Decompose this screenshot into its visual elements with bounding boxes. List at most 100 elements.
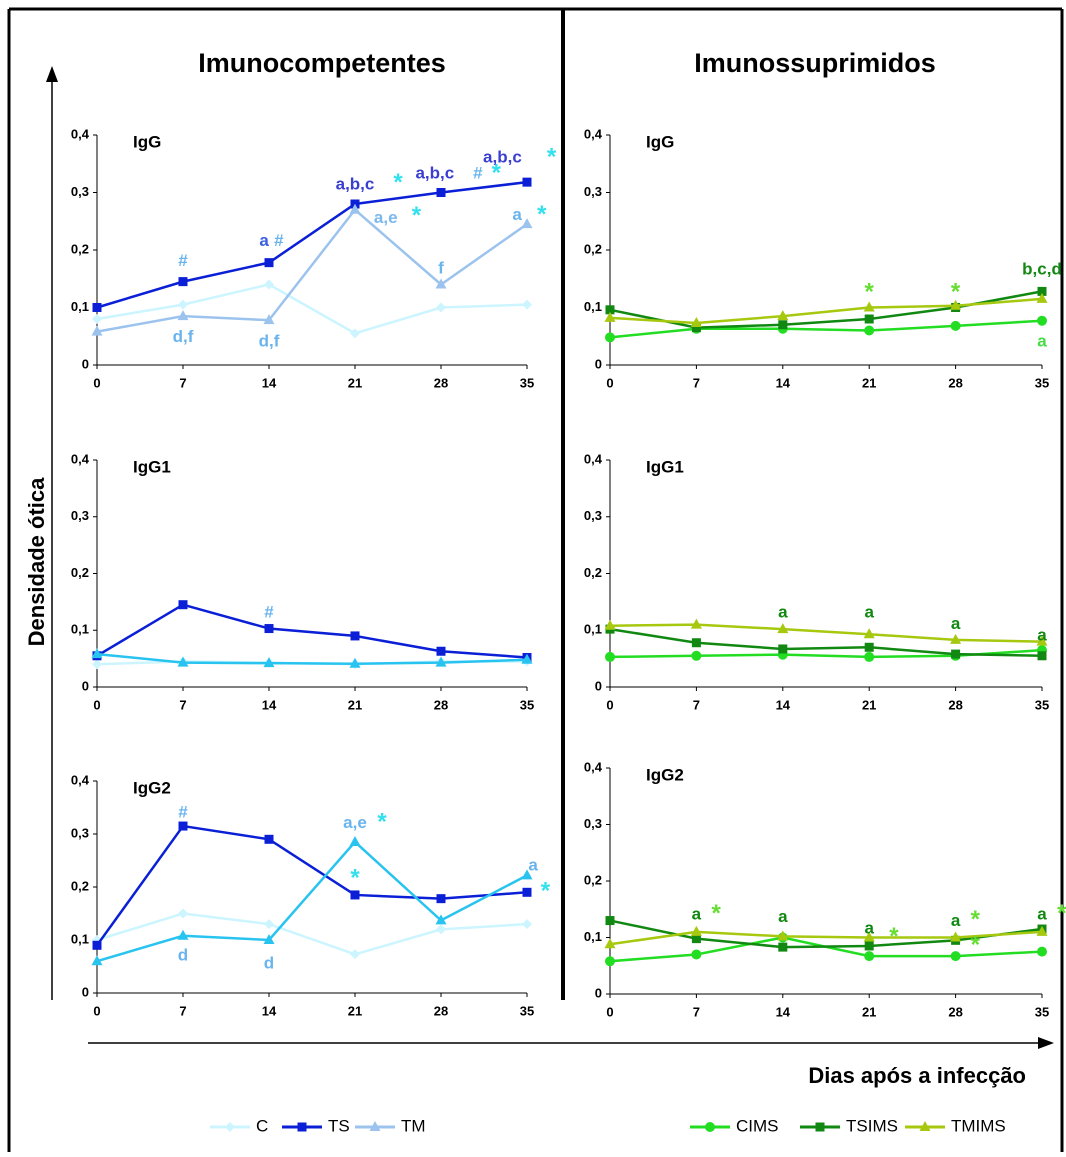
marker bbox=[264, 258, 274, 268]
marker bbox=[436, 646, 446, 656]
y-tick-label: 0 bbox=[595, 356, 602, 371]
y-tick-label: 0 bbox=[82, 678, 89, 693]
marker bbox=[864, 951, 875, 962]
annotation: * bbox=[971, 931, 981, 958]
y-tick-label: 0,4 bbox=[584, 759, 603, 774]
marker bbox=[92, 314, 102, 324]
marker bbox=[1037, 315, 1047, 326]
y-tick-label: 0,3 bbox=[71, 825, 89, 840]
marker bbox=[264, 834, 274, 844]
x-tick-label: 0 bbox=[93, 697, 100, 712]
marker bbox=[950, 931, 962, 942]
marker bbox=[436, 924, 446, 935]
annotation: a,b,c bbox=[483, 147, 522, 166]
x-tick-label: 35 bbox=[1035, 697, 1049, 712]
marker bbox=[435, 656, 447, 667]
annotation: * bbox=[350, 864, 360, 891]
x-tick-label: 14 bbox=[262, 1003, 277, 1018]
marker bbox=[178, 277, 188, 287]
x-tick-label: 14 bbox=[776, 697, 791, 712]
y-tick-label: 0,4 bbox=[71, 451, 90, 466]
annotation: a bbox=[1037, 904, 1047, 923]
series-line bbox=[609, 919, 1043, 949]
y-tick-label: 0,3 bbox=[71, 508, 89, 523]
marker bbox=[1036, 925, 1048, 936]
annotation: # bbox=[274, 231, 284, 250]
x-tick-label: 28 bbox=[948, 697, 962, 712]
legend-label: TSIMS bbox=[846, 1116, 898, 1135]
annotation: * bbox=[377, 809, 387, 836]
marker bbox=[92, 659, 102, 670]
marker bbox=[521, 653, 533, 664]
annotation: a,e bbox=[374, 208, 398, 227]
y-tick-label: 0,4 bbox=[584, 126, 603, 141]
marker bbox=[691, 949, 702, 960]
series-line bbox=[96, 912, 528, 956]
annotation: * bbox=[393, 169, 403, 196]
marker bbox=[690, 317, 702, 328]
panel-title: IgG bbox=[646, 132, 674, 151]
x-tick-label: 21 bbox=[862, 697, 876, 712]
annotation: a bbox=[951, 614, 961, 633]
marker bbox=[91, 955, 103, 966]
annotation: * bbox=[492, 159, 502, 186]
annotation: a bbox=[864, 919, 874, 938]
annotation: # bbox=[473, 164, 483, 183]
annotation: a bbox=[778, 603, 788, 622]
x-tick-label: 35 bbox=[520, 697, 534, 712]
marker bbox=[777, 623, 789, 634]
x-tick-label: 28 bbox=[948, 375, 962, 390]
y-tick-label: 0,2 bbox=[584, 565, 602, 580]
marker bbox=[263, 314, 275, 325]
marker bbox=[864, 651, 875, 662]
legend-label: TM bbox=[401, 1116, 426, 1135]
marker bbox=[436, 894, 446, 904]
annotation: a bbox=[864, 603, 874, 622]
x-tick-label: 35 bbox=[1035, 375, 1049, 390]
marker bbox=[349, 203, 361, 214]
marker bbox=[92, 940, 102, 950]
y-tick-label: 0,2 bbox=[71, 565, 89, 580]
y-tick-label: 0,4 bbox=[71, 126, 90, 141]
arrowhead bbox=[1038, 1037, 1054, 1049]
annotation: * bbox=[711, 900, 721, 927]
marker bbox=[521, 218, 533, 229]
marker bbox=[691, 323, 701, 333]
x-tick-label: 7 bbox=[693, 375, 700, 390]
marker bbox=[91, 648, 103, 659]
y-tick-label: 0,3 bbox=[584, 184, 602, 199]
annotation: a bbox=[512, 205, 522, 224]
annotation: b,c,d bbox=[1022, 260, 1062, 279]
x-tick-label: 14 bbox=[776, 1004, 791, 1019]
series-line bbox=[96, 207, 528, 333]
marker bbox=[950, 951, 961, 962]
marker bbox=[950, 320, 961, 331]
y-tick-label: 0,1 bbox=[71, 622, 89, 637]
panel-title: IgG2 bbox=[646, 765, 684, 784]
marker bbox=[863, 301, 875, 312]
annotation: d bbox=[264, 953, 274, 972]
y-tick-label: 0,4 bbox=[584, 451, 603, 466]
y-tick-label: 0,1 bbox=[71, 299, 89, 314]
marker bbox=[297, 1122, 307, 1132]
marker bbox=[778, 942, 788, 952]
marker bbox=[225, 1122, 235, 1132]
marker bbox=[778, 644, 788, 654]
marker bbox=[435, 278, 447, 289]
legend-label: C bbox=[256, 1116, 268, 1135]
annotation: * bbox=[541, 878, 551, 905]
marker bbox=[263, 934, 275, 944]
marker bbox=[605, 332, 615, 343]
marker bbox=[691, 650, 702, 661]
marker bbox=[177, 310, 189, 321]
annotation: a bbox=[1037, 625, 1047, 644]
marker bbox=[777, 930, 789, 941]
marker bbox=[863, 628, 875, 639]
y-tick-label: 0,1 bbox=[71, 931, 89, 946]
x-tick-label: 28 bbox=[434, 375, 448, 390]
marker bbox=[264, 279, 274, 290]
marker bbox=[350, 631, 360, 641]
marker bbox=[605, 916, 615, 926]
marker bbox=[178, 821, 188, 831]
